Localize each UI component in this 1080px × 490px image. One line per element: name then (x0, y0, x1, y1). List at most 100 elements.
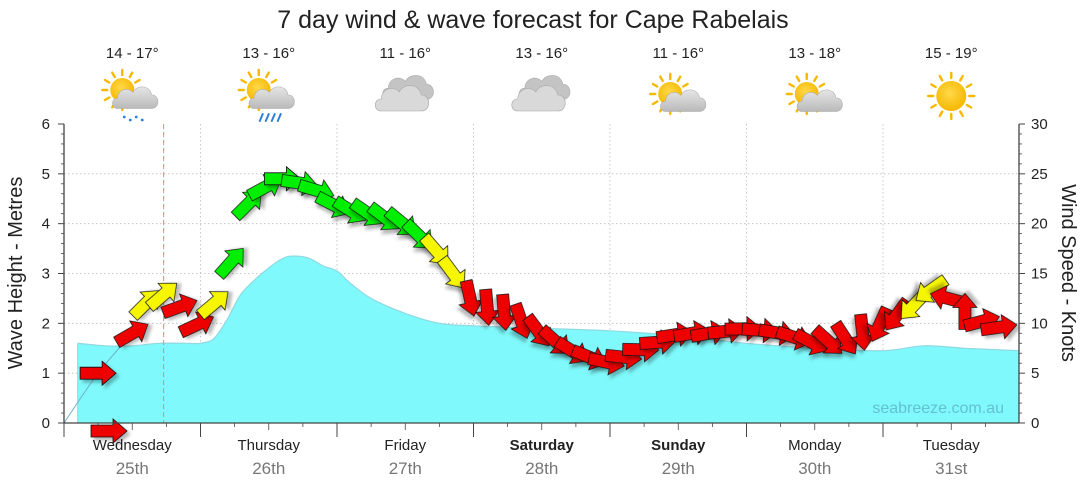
weather-icon-partly-cloudy (785, 72, 843, 116)
wind-arrow (195, 291, 229, 321)
day-date: 27th (389, 459, 422, 478)
sun-ray (111, 71, 116, 79)
wind-arrow (214, 248, 244, 280)
x-axis-labels: Wednesday 25th Thursday 26th Friday 27th Satur… (63, 423, 986, 478)
temp-range: 15 - 19° (925, 45, 978, 62)
right-tick-label: 5 (1031, 365, 1039, 382)
right-axis-label: Wind Speed - Knots (1057, 184, 1079, 362)
day-date: 30th (798, 459, 831, 478)
wind-arrow (79, 360, 117, 387)
shower-drop (122, 115, 126, 119)
sun-ray (788, 100, 795, 106)
sun-ray (240, 78, 247, 84)
sun-ray (818, 82, 826, 88)
rain-drop (276, 113, 282, 122)
rain-drop (270, 113, 276, 122)
cloud-shape (511, 85, 566, 112)
day-date: 29th (662, 459, 695, 478)
sun-ray (651, 82, 659, 88)
day-name: Monday (788, 437, 842, 454)
sun-ray (959, 110, 964, 118)
shower-drop (128, 118, 132, 122)
left-tick-label: 0 (42, 415, 50, 432)
day-date: 31st (935, 459, 967, 478)
rain-drop (258, 113, 264, 122)
cloud-shape (660, 89, 707, 112)
wind-arrow (915, 274, 950, 303)
cloud-icon (112, 86, 159, 109)
wind-arrow (144, 282, 178, 312)
temp-range: 14 - 17° (106, 45, 159, 62)
day-name: Saturday (510, 437, 575, 454)
sun-ray (813, 75, 818, 83)
weather-icon-partly-cloudy (649, 72, 707, 116)
wind-arrow (474, 288, 501, 326)
day-name: Wednesday (93, 437, 172, 454)
sun-ray (676, 75, 682, 83)
cloud-icon (248, 86, 295, 109)
sun-ray (788, 82, 795, 88)
cloud-shape (374, 85, 430, 112)
wind-arrow (850, 313, 876, 351)
sun-ray (247, 71, 253, 79)
temp-range: 13 - 16° (242, 45, 295, 62)
sun-ray (965, 83, 973, 89)
sun-ray (651, 100, 659, 106)
right-tick-label: 0 (1031, 415, 1039, 432)
wind-arrow (160, 293, 198, 320)
wind-arrow (491, 293, 518, 331)
chart-title: 7 day wind & wave forecast for Cape Rabe… (277, 6, 788, 34)
day-date: 26th (252, 459, 285, 478)
watermark: seabreeze.com.au (872, 400, 1004, 417)
sun-ray (270, 78, 278, 84)
day-name: Thursday (237, 437, 300, 454)
cloud-shape (248, 86, 295, 109)
sun-ray (659, 75, 664, 83)
sun-ray (938, 110, 944, 118)
cloud-icon (796, 89, 843, 112)
shower-drop (134, 115, 138, 119)
right-tick-label: 25 (1031, 166, 1048, 183)
wind-arrow (90, 418, 128, 444)
sun-ray (265, 71, 270, 79)
left-tick-label: 5 (42, 166, 50, 183)
day-date: 25th (116, 459, 149, 478)
weather-icon-showers (101, 68, 159, 122)
left-axis-ticks: 0 1 2 3 4 5 6 (42, 116, 64, 432)
cloud-icon (511, 85, 566, 112)
temp-range: 13 - 18° (788, 45, 841, 62)
wind-arrow (458, 279, 484, 317)
day-name: Sunday (651, 437, 706, 454)
weather-icon-rain (237, 68, 295, 122)
left-tick-label: 2 (42, 315, 50, 332)
right-tick-label: 30 (1031, 116, 1048, 133)
sun-ray (930, 103, 937, 109)
sun-ray (682, 82, 689, 88)
sun-ray (134, 78, 141, 84)
wave-line (77, 255, 1020, 352)
wind-arrow (979, 314, 1018, 340)
left-tick-label: 4 (42, 216, 50, 233)
sun-ray (938, 74, 944, 82)
weather-icon-sunny (927, 71, 976, 121)
cloud-shape (112, 86, 159, 109)
right-tick-label: 20 (1031, 216, 1048, 233)
left-tick-label: 1 (42, 365, 50, 382)
day-name: Tuesday (923, 437, 980, 454)
rain-icon (258, 113, 282, 122)
left-tick-label: 6 (42, 116, 50, 133)
sun-ray (965, 103, 973, 109)
wind-arrow (810, 324, 843, 354)
sun-ray (128, 71, 134, 79)
left-axis-label: Wave Height - Metres (5, 177, 27, 370)
cloud-icon (660, 89, 707, 112)
weather-row: 14 - 17° 13 - 16° 11 - 16° 13 - 16° 11 - 16°… (101, 45, 978, 122)
rain-drop (264, 113, 270, 122)
wind-series (63, 165, 1018, 444)
sun-disc (936, 81, 967, 111)
sun-ray (959, 74, 964, 82)
left-tick-label: 3 (42, 266, 50, 283)
temp-range: 11 - 16° (379, 45, 431, 62)
sun-ray (795, 75, 801, 83)
sun-ray (240, 96, 247, 102)
